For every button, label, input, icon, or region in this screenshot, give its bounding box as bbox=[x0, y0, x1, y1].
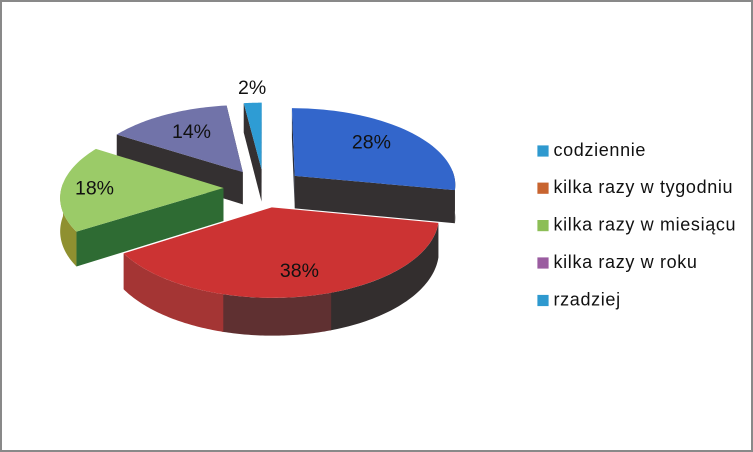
svg-text:2%: 2% bbox=[238, 77, 266, 99]
svg-text:kilka razy w tygodniu: kilka razy w tygodniu bbox=[554, 177, 734, 197]
svg-text:rzadziej: rzadziej bbox=[554, 289, 621, 309]
svg-text:14%: 14% bbox=[172, 121, 211, 143]
svg-text:28%: 28% bbox=[352, 132, 391, 154]
svg-text:kilka razy w roku: kilka razy w roku bbox=[554, 252, 698, 272]
svg-text:codziennie: codziennie bbox=[554, 140, 647, 160]
svg-text:kilka razy w miesiącu: kilka razy w miesiącu bbox=[554, 214, 737, 234]
svg-text:18%: 18% bbox=[75, 178, 114, 200]
svg-text:38%: 38% bbox=[280, 260, 319, 282]
